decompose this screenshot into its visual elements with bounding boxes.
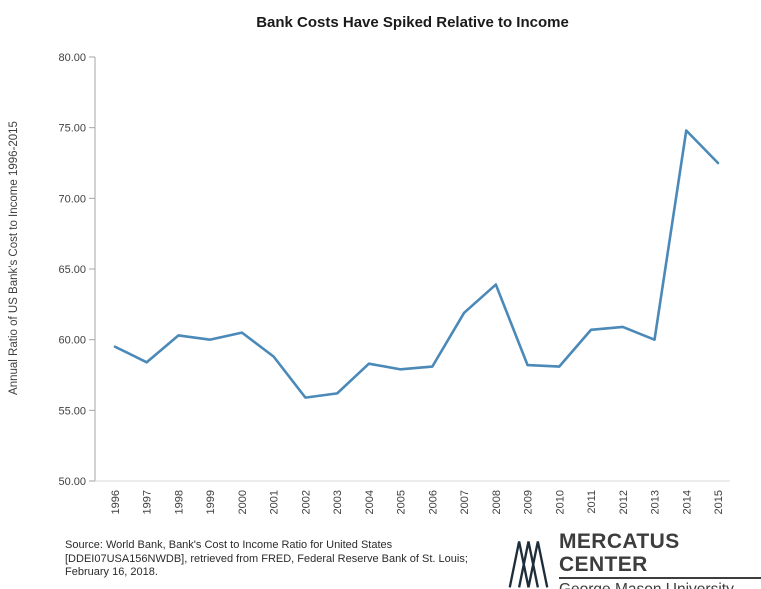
logo-text: MERCATUS CENTER George Mason University [558, 530, 761, 589]
x-tick-label: 1998 [173, 490, 185, 514]
x-tick-label: 2009 [523, 490, 535, 514]
x-tick-label: 2004 [364, 490, 376, 514]
y-tick-label: 70.00 [58, 193, 86, 205]
y-tick-label: 55.00 [58, 405, 86, 417]
x-tick-label: 1996 [110, 490, 122, 514]
x-tick-label: 2002 [300, 490, 312, 514]
x-tick-label: 2006 [427, 490, 439, 514]
y-tick-label: 75.00 [58, 123, 86, 135]
source-line-3: February 16, 2018. [65, 566, 158, 578]
chart-line [113, 129, 720, 399]
x-tick-label: 2010 [554, 490, 566, 514]
source-note: Source: World Bank, Bank's Cost to Incom… [65, 539, 468, 580]
logo-subtitle: George Mason University [559, 581, 761, 589]
y-tick-label: 80.00 [58, 52, 86, 64]
x-tick-label: 2015 [713, 490, 725, 514]
x-tick-label: 2005 [396, 490, 408, 514]
source-line-1: Source: World Bank, Bank's Cost to Incom… [65, 539, 393, 551]
y-tick-label: 65.00 [58, 264, 86, 276]
x-tick-label: 2000 [237, 490, 249, 514]
x-tick-label: 2014 [681, 490, 693, 514]
x-tick-label: 2001 [269, 490, 281, 514]
source-line-2: [DDEI07USA156NWDB], retrieved from FRED,… [65, 552, 468, 565]
y-tick-label: 60.00 [58, 335, 86, 347]
mercatus-logo: MERCATUS CENTER George Mason University [506, 530, 761, 589]
x-tick-label: 1999 [205, 490, 217, 514]
logo-divider [558, 577, 761, 579]
x-tick-label: 2012 [618, 490, 630, 514]
x-tick-label: 1997 [142, 490, 154, 514]
chart-title: Bank Costs Have Spiked Relative to Incom… [256, 14, 569, 31]
x-tick-label: 2003 [332, 490, 344, 514]
line-chart: 50.00 55.00 60.00 65.00 70.00 75.00 80.00 1996 1… [58, 52, 730, 514]
mercatus-logo-mark-icon [508, 541, 549, 588]
x-tick-label: 2013 [650, 490, 662, 514]
logo-name: MERCATUS CENTER [558, 530, 680, 576]
x-tick-label: 2011 [586, 490, 598, 514]
x-tick-label: 2007 [459, 490, 471, 514]
y-tick-label: 50.00 [58, 476, 86, 488]
x-tick-label: 2008 [491, 490, 503, 514]
